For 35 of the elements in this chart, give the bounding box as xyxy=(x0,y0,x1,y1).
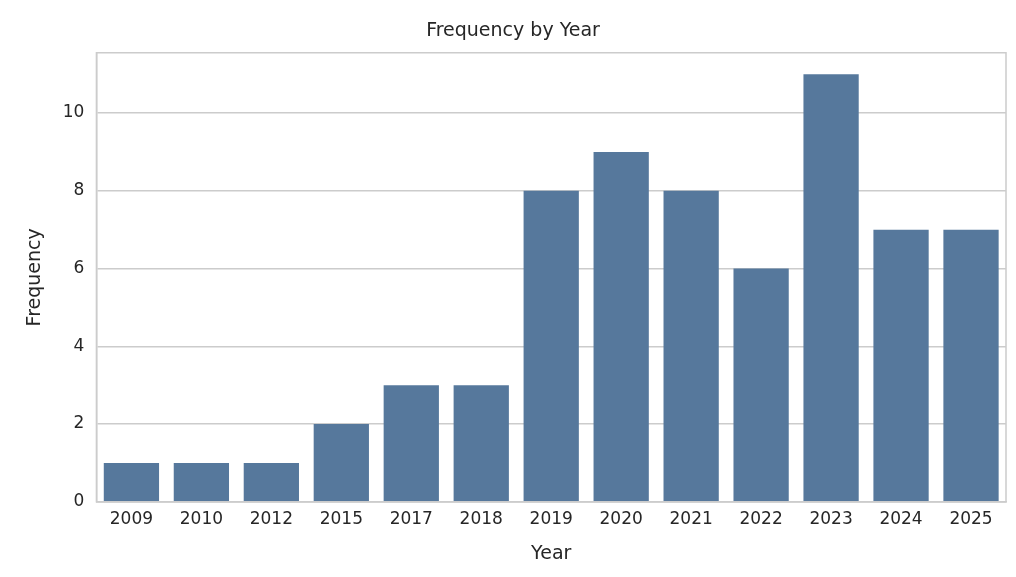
bar xyxy=(523,190,579,502)
bar xyxy=(243,462,299,502)
bar xyxy=(313,424,369,502)
x-tick-label: 2009 xyxy=(109,508,154,529)
y-axis-title: Frequency xyxy=(22,228,45,327)
x-tick-label: 2017 xyxy=(389,508,433,529)
bar xyxy=(663,190,719,502)
y-tick-label: 8 xyxy=(73,179,85,200)
x-tick-label: 2021 xyxy=(669,508,713,529)
bar xyxy=(173,462,230,502)
y-tick-label: 2 xyxy=(73,412,85,433)
x-tick-label: 2015 xyxy=(319,508,363,529)
x-tick-label: 2019 xyxy=(529,508,573,529)
bar xyxy=(803,74,859,502)
bar xyxy=(733,268,789,502)
x-tick-label: 2025 xyxy=(949,508,993,529)
x-tick-label: 2010 xyxy=(179,508,224,529)
bar xyxy=(103,462,160,502)
y-tick-label: 10 xyxy=(62,101,85,122)
x-tick-label: 2023 xyxy=(809,508,853,529)
bar xyxy=(943,229,999,502)
bar xyxy=(873,229,929,502)
chart-title: Frequency by Year xyxy=(426,18,601,41)
y-tick-label: 0 xyxy=(73,490,85,511)
x-tick-label: 2020 xyxy=(599,508,643,529)
x-tick-label: 2022 xyxy=(739,508,783,529)
x-tick-label: 2012 xyxy=(249,508,293,529)
y-tick-label: 4 xyxy=(73,334,85,355)
x-tick-label: 2024 xyxy=(879,508,923,529)
y-tick-label: 6 xyxy=(73,256,85,277)
bar xyxy=(453,385,509,502)
x-axis-title: Year xyxy=(530,540,572,563)
x-tick-label: 2018 xyxy=(459,508,503,529)
bar xyxy=(593,151,649,502)
bar xyxy=(383,385,439,502)
